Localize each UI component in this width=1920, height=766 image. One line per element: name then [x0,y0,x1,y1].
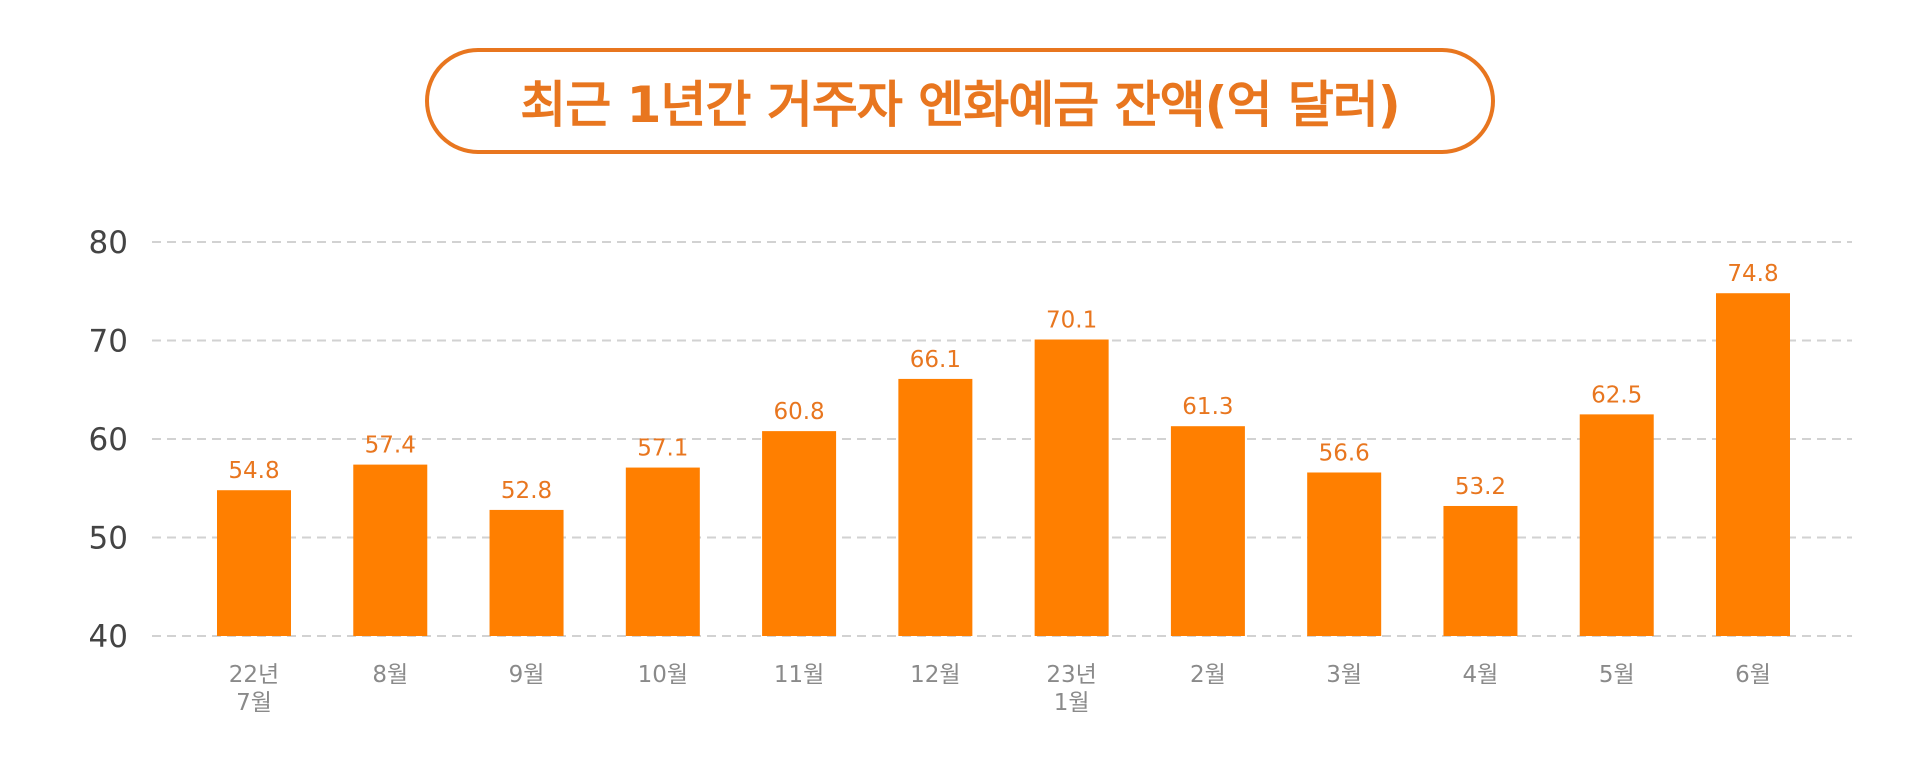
data-label: 66.1 [910,347,961,373]
bar [1170,426,1245,636]
x-tick-label: 3월 [1326,662,1362,688]
x-tick-label: 23년 1월 [1046,662,1096,716]
x-tick-label: 2월 [1190,662,1226,688]
bar [762,431,837,636]
data-label: 57.1 [637,436,688,462]
x-tick-label: 6월 [1735,662,1771,688]
x-tick-label: 12월 [910,662,960,688]
x-tick-label: 11월 [774,662,824,688]
bar [489,509,564,636]
bar [353,464,428,636]
x-tick-label: 9월 [509,662,545,688]
y-tick-label: 60 [89,422,128,458]
y-tick-label: 40 [89,619,128,655]
bar [1307,472,1382,636]
bar [1034,339,1109,636]
x-tick-label: 5월 [1599,662,1635,688]
bar [1579,414,1654,636]
bar [217,490,291,636]
data-label: 53.2 [1455,474,1506,500]
y-tick-label: 50 [89,521,128,557]
data-label: 56.6 [1319,440,1370,466]
x-tick-label: 22년 7월 [229,662,279,716]
y-tick-label: 70 [89,324,128,360]
bar [1443,505,1518,636]
data-label: 52.8 [501,478,552,504]
bar [625,467,700,636]
bar [898,378,973,636]
data-label: 62.5 [1591,382,1642,408]
x-tick-label: 4월 [1463,662,1499,688]
x-tick-label: 10월 [638,662,688,688]
data-label: 70.1 [1046,308,1097,334]
data-label: 60.8 [773,399,824,425]
data-label: 74.8 [1727,261,1778,287]
data-label: 54.8 [228,458,279,484]
data-label: 57.4 [365,433,416,459]
y-tick-label: 80 [89,225,128,261]
bar [1716,293,1790,636]
chart-title: 최근 1년간 거주자 엔화예금 잔액(억 달러) [425,48,1495,154]
data-label: 61.3 [1182,394,1233,420]
x-tick-label: 8월 [372,662,408,688]
